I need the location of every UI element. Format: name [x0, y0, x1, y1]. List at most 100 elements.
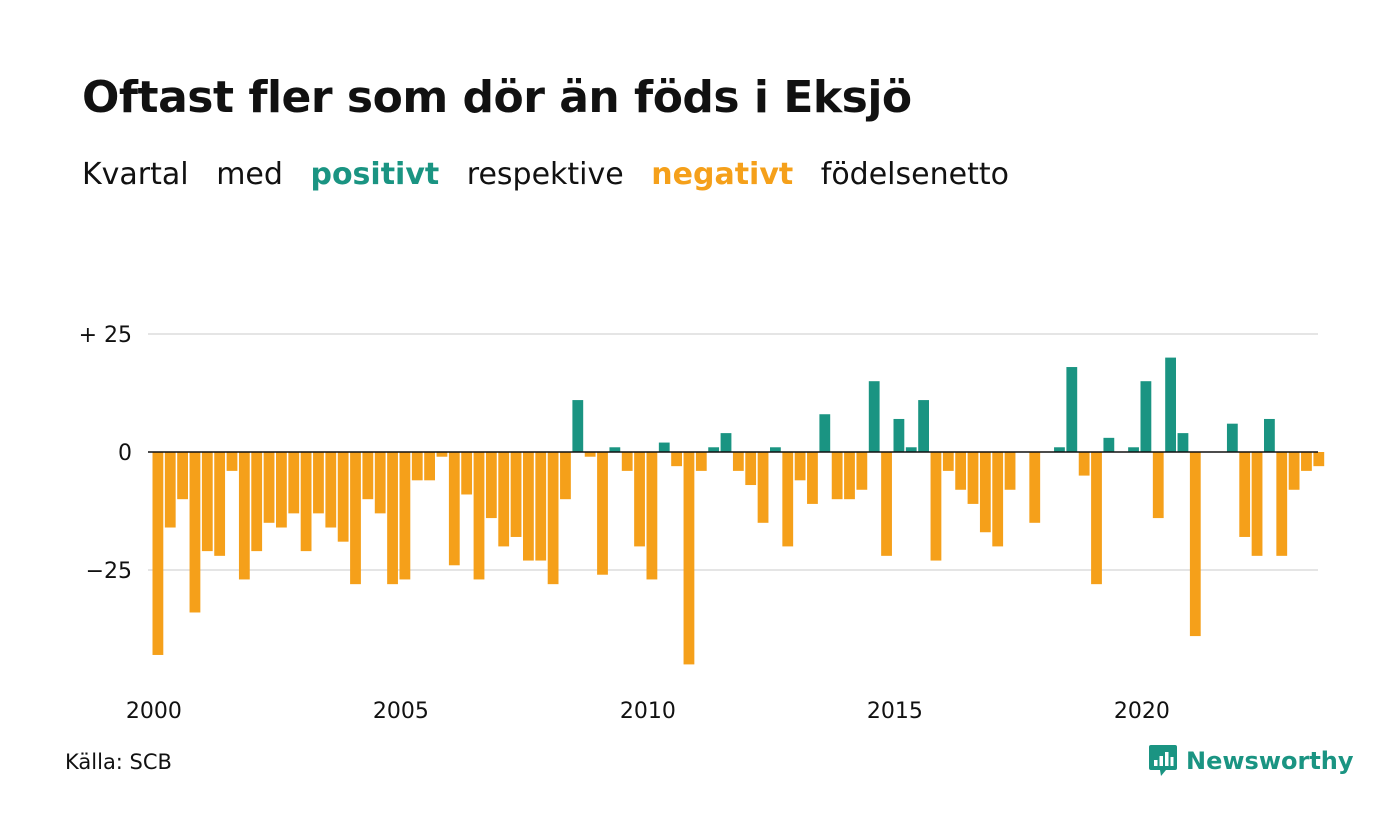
bar — [1029, 452, 1041, 523]
bar — [288, 452, 300, 514]
y-tick-label: −25 — [86, 559, 132, 584]
y-tick-label: + 25 — [79, 323, 132, 348]
bar — [1239, 452, 1251, 537]
bar — [1140, 381, 1152, 452]
bar — [1152, 452, 1164, 519]
bar — [794, 452, 806, 481]
bar — [510, 452, 522, 537]
brand-logo: Newsworthy — [1148, 744, 1354, 778]
subtitle-word-respectively: respektive — [466, 157, 624, 192]
x-tick-label: 2005 — [373, 699, 429, 724]
brand-name: Newsworthy — [1186, 747, 1354, 775]
bar — [732, 452, 744, 471]
bar — [448, 452, 460, 566]
bar — [807, 452, 818, 504]
bar — [276, 452, 287, 528]
bar — [1054, 447, 1065, 452]
bar — [881, 452, 892, 556]
subtitle-word-with: med — [216, 157, 283, 192]
x-tick-label: 2020 — [1114, 699, 1170, 724]
bar — [893, 418, 905, 452]
bar — [214, 452, 226, 556]
bar — [498, 452, 510, 547]
bar — [485, 452, 497, 519]
bar — [1301, 452, 1312, 471]
bar — [782, 452, 794, 547]
subtitle-word-birth-net: födelsenetto — [820, 157, 1009, 192]
subtitle-word-quarter: Kvartal — [82, 157, 189, 192]
bar — [572, 400, 584, 452]
bar — [967, 452, 979, 504]
bar — [757, 452, 769, 523]
bar — [1226, 423, 1238, 452]
bar — [1264, 418, 1275, 452]
bar — [584, 452, 596, 457]
bar — [436, 452, 448, 457]
bar — [325, 452, 337, 528]
bar — [263, 452, 275, 523]
bar — [313, 452, 324, 514]
bar — [708, 447, 720, 452]
x-tick-label: 2015 — [867, 699, 923, 724]
bars — [152, 357, 1325, 665]
bar — [930, 452, 942, 561]
bar — [238, 452, 250, 580]
bar — [695, 452, 707, 471]
bar — [424, 452, 435, 481]
bar — [1078, 452, 1090, 476]
bar — [1128, 447, 1139, 452]
y-tick-label: 0 — [118, 441, 132, 466]
bar — [979, 452, 991, 533]
chart-title: Oftast fler som dör än föds i Eksjö — [82, 72, 912, 123]
bar — [955, 452, 967, 490]
subtitle-positive-label: positivt — [310, 157, 440, 192]
bar — [844, 452, 855, 500]
bar — [770, 447, 781, 452]
bar — [683, 452, 695, 665]
subtitle-negative-label: negativt — [651, 157, 794, 192]
source-note: Källa: SCB — [65, 750, 172, 774]
bar — [942, 452, 954, 471]
bar — [918, 400, 929, 452]
bar — [831, 452, 843, 500]
bar — [1189, 452, 1201, 637]
gridlines — [148, 333, 1318, 571]
bar — [905, 447, 917, 452]
bar — [350, 452, 361, 585]
x-tick-label: 2000 — [126, 699, 182, 724]
bar — [473, 452, 485, 580]
bar — [201, 452, 213, 552]
bar — [658, 442, 670, 452]
bar — [337, 452, 349, 542]
bar — [1251, 452, 1263, 556]
bar — [1288, 452, 1300, 490]
bar — [634, 452, 645, 547]
bar — [189, 452, 201, 613]
bar — [387, 452, 398, 585]
bar — [152, 452, 164, 655]
bar — [535, 452, 547, 561]
bar-chart-speech-bubble-icon — [1149, 745, 1177, 776]
bar — [992, 452, 1004, 547]
bar — [251, 452, 263, 552]
x-tick-label: 2010 — [620, 699, 676, 724]
bar — [177, 452, 188, 500]
bar — [1004, 452, 1016, 490]
bar — [226, 452, 238, 471]
bar — [523, 452, 534, 561]
bar — [461, 452, 473, 495]
bar — [1165, 357, 1176, 452]
bar — [1091, 452, 1102, 585]
bar — [720, 433, 732, 452]
bar — [1177, 433, 1189, 452]
bar — [671, 452, 682, 467]
bar — [819, 414, 831, 452]
bar — [1103, 437, 1115, 452]
bar — [745, 452, 757, 486]
bar — [399, 452, 411, 580]
bar — [856, 452, 868, 490]
bar — [868, 381, 880, 452]
bar — [597, 452, 608, 575]
bar — [621, 452, 633, 471]
